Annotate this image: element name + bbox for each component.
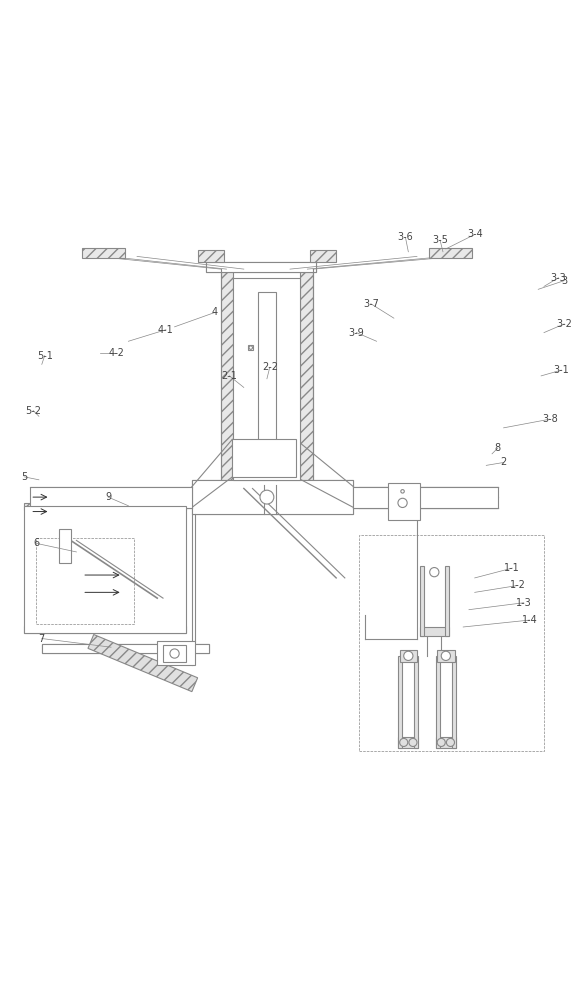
Text: 8: 8 bbox=[495, 443, 501, 453]
Text: 4: 4 bbox=[212, 307, 218, 317]
Bar bbox=[398, 737, 418, 748]
Text: 2-2: 2-2 bbox=[262, 362, 278, 372]
Bar bbox=[398, 656, 403, 748]
Bar bbox=[42, 644, 209, 653]
Bar bbox=[452, 656, 456, 748]
Text: 1-1: 1-1 bbox=[505, 563, 520, 573]
Bar bbox=[232, 439, 296, 446]
Bar bbox=[232, 470, 296, 477]
Bar bbox=[42, 644, 209, 653]
Bar bbox=[163, 645, 186, 662]
Text: 5-1: 5-1 bbox=[37, 351, 53, 361]
Circle shape bbox=[249, 346, 252, 349]
Text: 9: 9 bbox=[105, 492, 111, 502]
Circle shape bbox=[441, 651, 451, 660]
Bar bbox=[258, 292, 276, 465]
Circle shape bbox=[401, 490, 404, 493]
Bar bbox=[221, 269, 233, 488]
Circle shape bbox=[447, 738, 455, 746]
Text: 1-3: 1-3 bbox=[516, 598, 532, 608]
Circle shape bbox=[398, 498, 407, 508]
Bar bbox=[36, 538, 134, 624]
Bar bbox=[24, 503, 186, 510]
Bar bbox=[24, 626, 186, 633]
Text: 1-4: 1-4 bbox=[521, 615, 538, 625]
Text: 4-1: 4-1 bbox=[158, 325, 174, 335]
Text: 3-6: 3-6 bbox=[397, 232, 414, 242]
Bar bbox=[82, 248, 125, 258]
Text: 2-1: 2-1 bbox=[222, 371, 237, 381]
Bar bbox=[429, 248, 472, 258]
Text: 4-2: 4-2 bbox=[109, 348, 125, 358]
Bar bbox=[437, 650, 455, 662]
Text: 2: 2 bbox=[501, 457, 507, 467]
Text: 3-2: 3-2 bbox=[556, 319, 572, 329]
Text: 5: 5 bbox=[21, 472, 28, 482]
Bar bbox=[192, 480, 353, 514]
Bar bbox=[24, 506, 186, 633]
Text: 7: 7 bbox=[39, 634, 45, 644]
Polygon shape bbox=[88, 634, 198, 692]
Circle shape bbox=[260, 490, 274, 504]
Bar bbox=[445, 566, 449, 636]
Bar bbox=[436, 656, 440, 748]
Bar bbox=[420, 566, 424, 636]
Text: 3-7: 3-7 bbox=[363, 299, 379, 309]
Circle shape bbox=[409, 738, 417, 746]
Bar bbox=[206, 262, 316, 272]
Bar bbox=[206, 262, 316, 272]
Text: 1-2: 1-2 bbox=[510, 580, 526, 590]
Bar bbox=[59, 529, 71, 563]
Circle shape bbox=[437, 738, 445, 746]
Bar bbox=[353, 487, 498, 508]
Text: 6: 6 bbox=[33, 538, 39, 548]
Bar bbox=[198, 250, 224, 262]
Bar bbox=[310, 250, 336, 262]
Bar bbox=[300, 269, 313, 488]
Bar bbox=[248, 345, 253, 350]
Text: 3-8: 3-8 bbox=[542, 414, 557, 424]
Bar bbox=[192, 480, 353, 514]
Bar bbox=[414, 656, 418, 748]
Bar bbox=[359, 535, 544, 751]
Circle shape bbox=[404, 651, 413, 660]
Text: 3-1: 3-1 bbox=[553, 365, 569, 375]
Circle shape bbox=[430, 568, 439, 577]
Bar bbox=[212, 485, 310, 494]
Bar bbox=[436, 737, 456, 748]
Text: 3-9: 3-9 bbox=[349, 328, 364, 338]
Bar bbox=[233, 278, 300, 480]
Bar bbox=[400, 650, 417, 662]
Bar bbox=[388, 483, 420, 520]
Bar bbox=[420, 627, 449, 636]
Text: 3: 3 bbox=[561, 276, 567, 286]
Circle shape bbox=[400, 738, 408, 746]
Text: 3-4: 3-4 bbox=[467, 229, 483, 239]
Text: 3-5: 3-5 bbox=[432, 235, 448, 245]
Bar bbox=[30, 487, 192, 508]
Circle shape bbox=[170, 649, 179, 658]
Bar bbox=[157, 641, 195, 665]
Bar bbox=[232, 439, 296, 477]
Text: 3-3: 3-3 bbox=[550, 273, 566, 283]
Text: 5-2: 5-2 bbox=[25, 406, 41, 416]
Bar bbox=[212, 485, 310, 494]
